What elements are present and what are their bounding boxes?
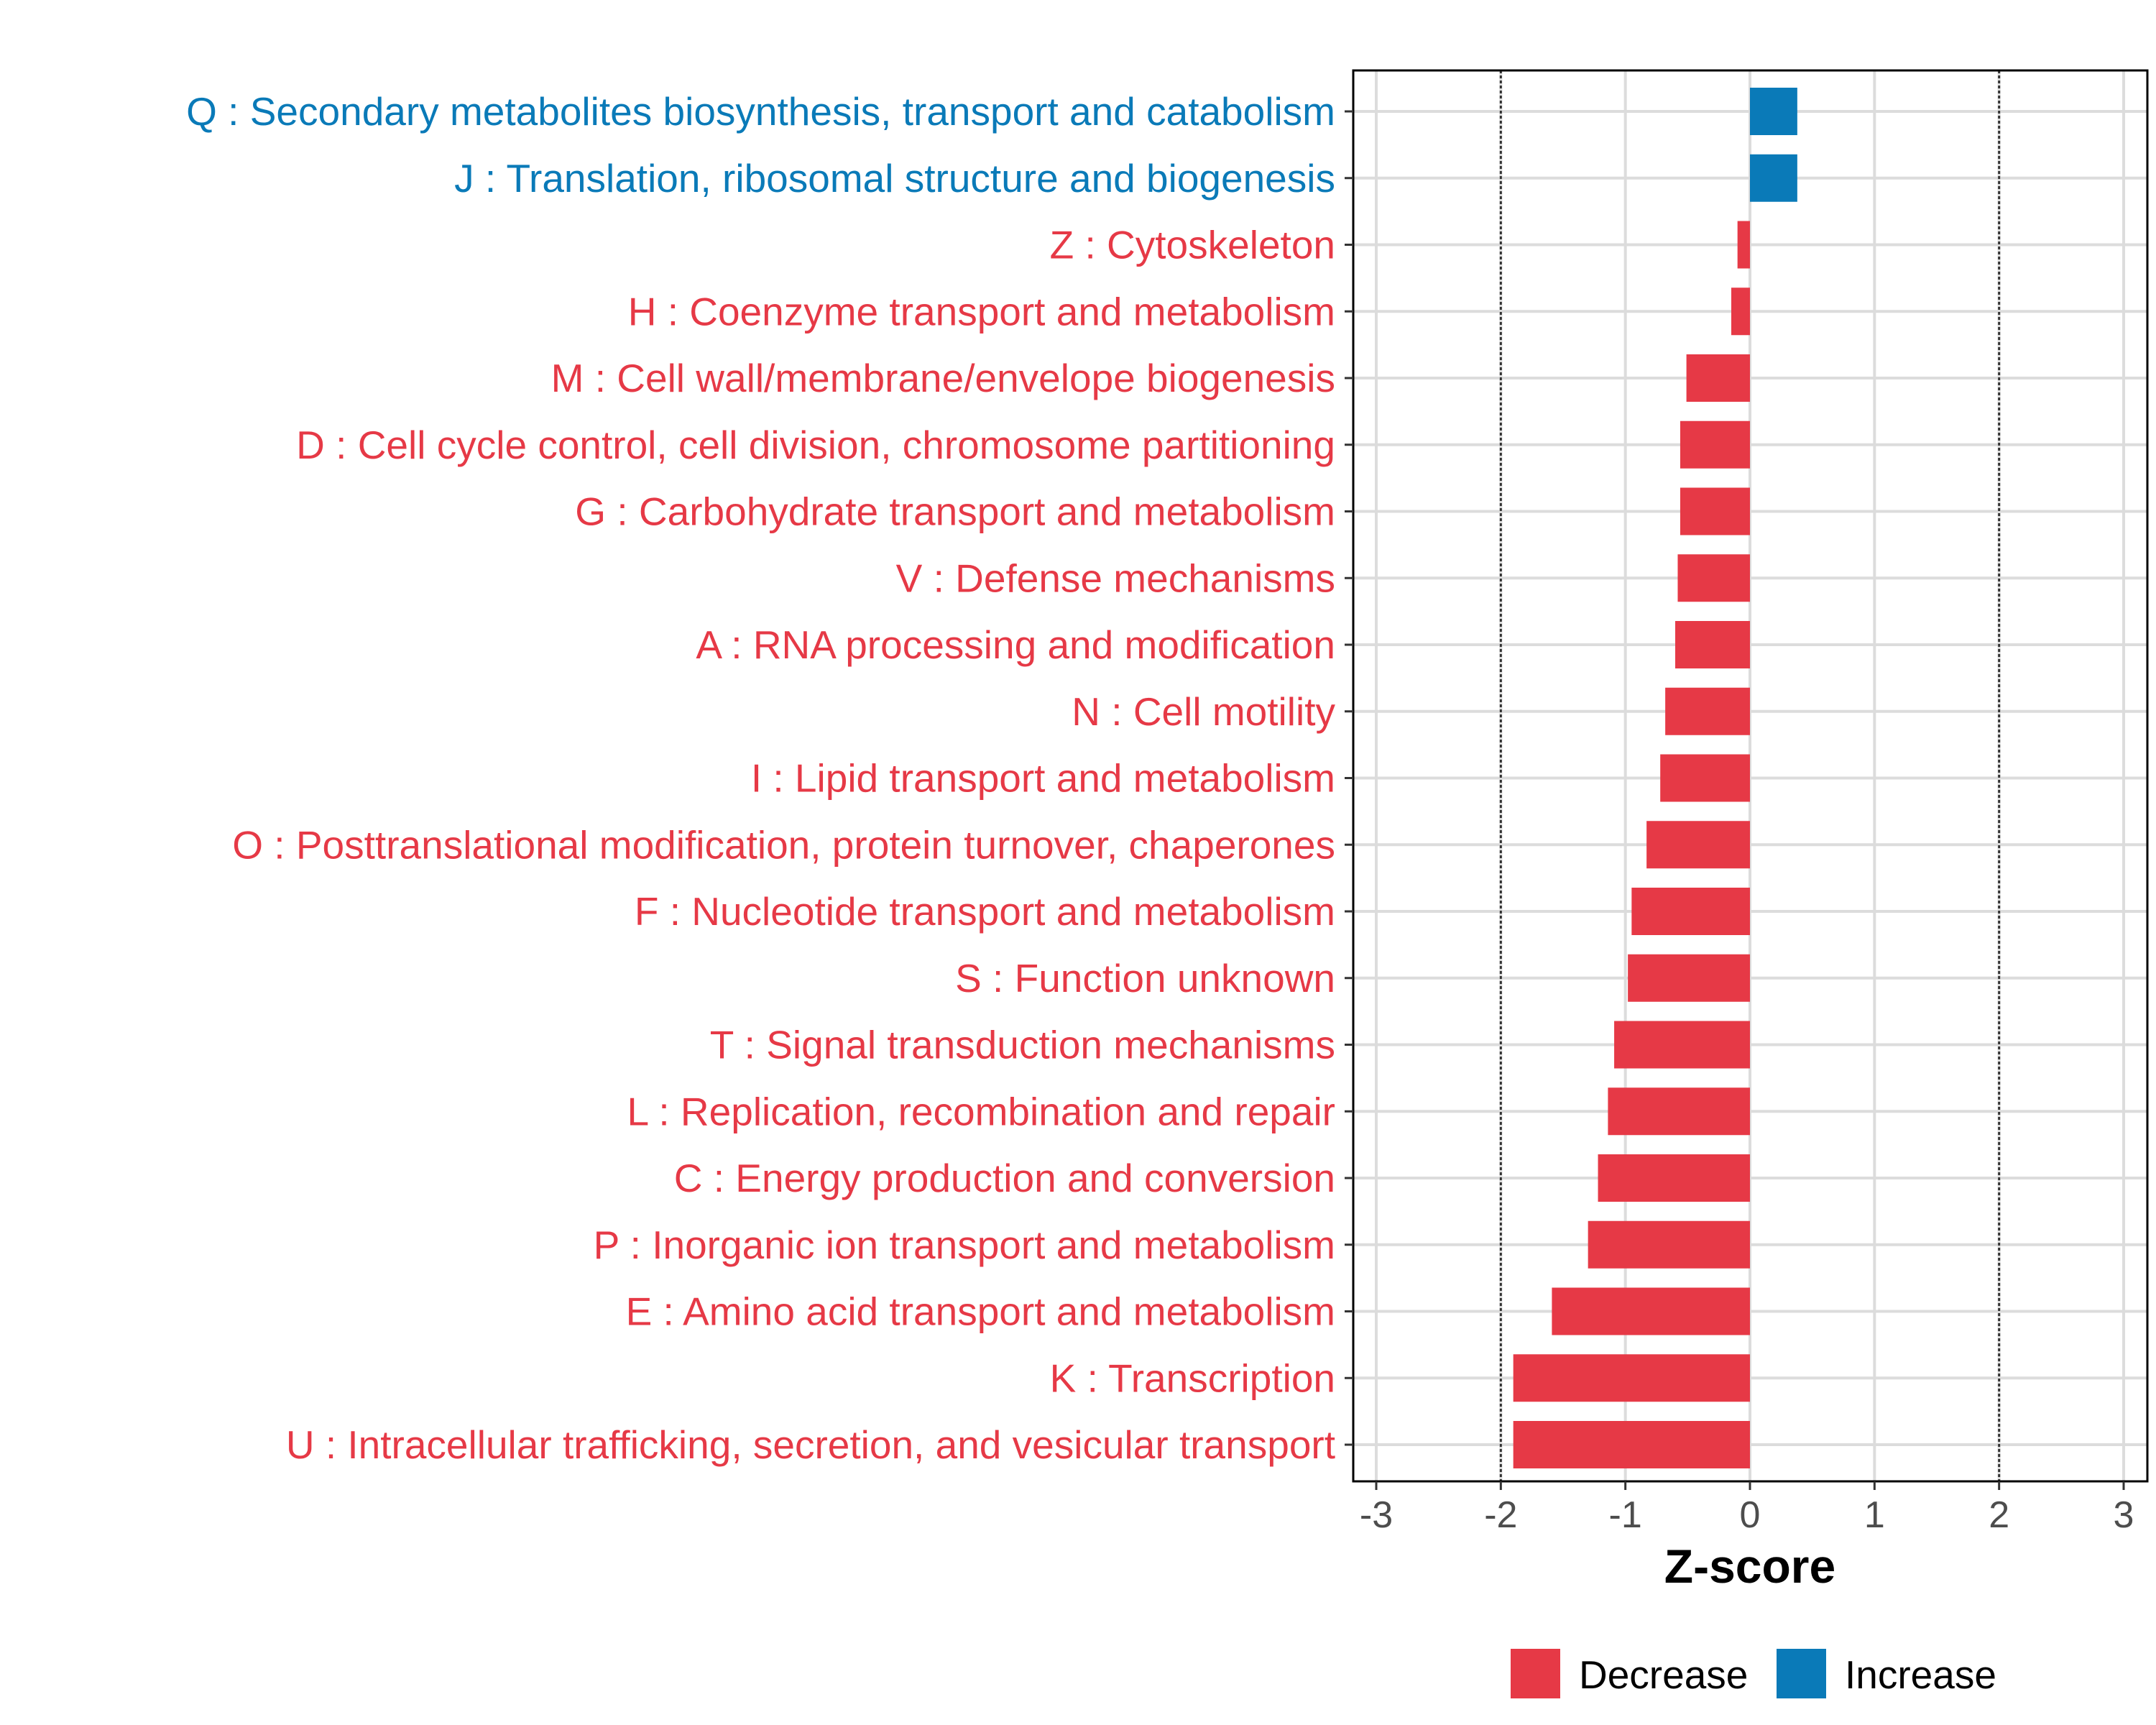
category-label: T : Signal transduction mechanisms: [710, 1023, 1335, 1067]
category-label: H : Coenzyme transport and metabolism: [628, 289, 1335, 334]
x-tick-label: 0: [1740, 1494, 1761, 1536]
category-label: N : Cell motility: [1072, 689, 1335, 734]
bar-q: [1750, 88, 1797, 135]
category-label: L : Replication, recombination and repai…: [627, 1089, 1335, 1133]
category-labels: Q : Secondary metabolites biosynthesis, …: [186, 89, 1335, 1467]
category-label: C : Energy production and conversion: [674, 1156, 1335, 1200]
bar-s: [1628, 954, 1750, 1002]
category-label: K : Transcription: [1050, 1356, 1335, 1400]
bar-h: [1731, 288, 1750, 336]
bar-l: [1608, 1087, 1750, 1136]
bar-v: [1677, 554, 1750, 602]
reference-lines: [1499, 70, 2001, 1481]
category-label: P : Inorganic ion transport and metaboli…: [594, 1223, 1335, 1267]
x-axis-ticks: -3 -2 -1 0 1 2 3: [1360, 1481, 2134, 1536]
legend-label-decrease: Decrease: [1579, 1652, 1748, 1697]
bars: [1513, 88, 1797, 1468]
category-label: S : Function unknown: [955, 956, 1335, 1000]
x-tick-label: -1: [1609, 1494, 1642, 1536]
bar-u: [1513, 1421, 1750, 1468]
legend-key-decrease: [1511, 1649, 1560, 1698]
bar-e: [1552, 1287, 1750, 1335]
category-label: A : RNA processing and modification: [696, 622, 1335, 667]
category-label: E : Amino acid transport and metabolism: [626, 1289, 1335, 1334]
legend: Decrease Increase: [1511, 1649, 1996, 1698]
bar-f: [1631, 888, 1750, 935]
category-label: F : Nucleotide transport and metabolism: [635, 889, 1335, 934]
category-label: I : Lipid transport and metabolism: [751, 756, 1335, 801]
category-label: G : Carbohydrate transport and metabolis…: [575, 489, 1335, 534]
category-label: D : Cell cycle control, cell division, c…: [296, 423, 1335, 467]
x-axis-title: Z-score: [1664, 1540, 1835, 1593]
category-label: O : Posttranslational modification, prot…: [232, 822, 1335, 867]
bar-j: [1750, 154, 1797, 202]
bar-c: [1598, 1154, 1750, 1202]
gridlines: [1353, 70, 2147, 1481]
legend-label-increase: Increase: [1845, 1652, 1996, 1697]
bar-i: [1660, 754, 1750, 802]
category-label: J : Translation, ribosomal structure and…: [454, 156, 1335, 201]
x-tick-label: 2: [1989, 1494, 2009, 1536]
bar-g: [1680, 487, 1750, 535]
category-label: Z : Cytoskeleton: [1050, 223, 1335, 267]
bar-n: [1665, 687, 1750, 735]
bar-a: [1675, 621, 1750, 668]
x-tick-label: 3: [2114, 1494, 2134, 1536]
bar-k: [1513, 1354, 1750, 1402]
bar-m: [1686, 354, 1750, 402]
category-label: Q : Secondary metabolites biosynthesis, …: [186, 89, 1335, 134]
y-axis-ticks: [1345, 110, 1353, 1446]
category-label: U : Intracellular trafficking, secretion…: [286, 1422, 1335, 1467]
bar-t: [1614, 1021, 1750, 1069]
category-label: M : Cell wall/membrane/envelope biogenes…: [551, 356, 1335, 400]
bar-o: [1646, 821, 1750, 869]
bar-d: [1680, 420, 1750, 469]
x-tick-label: 1: [1864, 1494, 1885, 1536]
x-tick-label: -3: [1360, 1494, 1393, 1536]
bar-z: [1737, 221, 1750, 269]
category-label: V : Defense mechanisms: [896, 556, 1335, 600]
legend-key-increase: [1777, 1649, 1826, 1698]
bar-p: [1588, 1220, 1750, 1269]
x-tick-label: -2: [1484, 1494, 1517, 1536]
